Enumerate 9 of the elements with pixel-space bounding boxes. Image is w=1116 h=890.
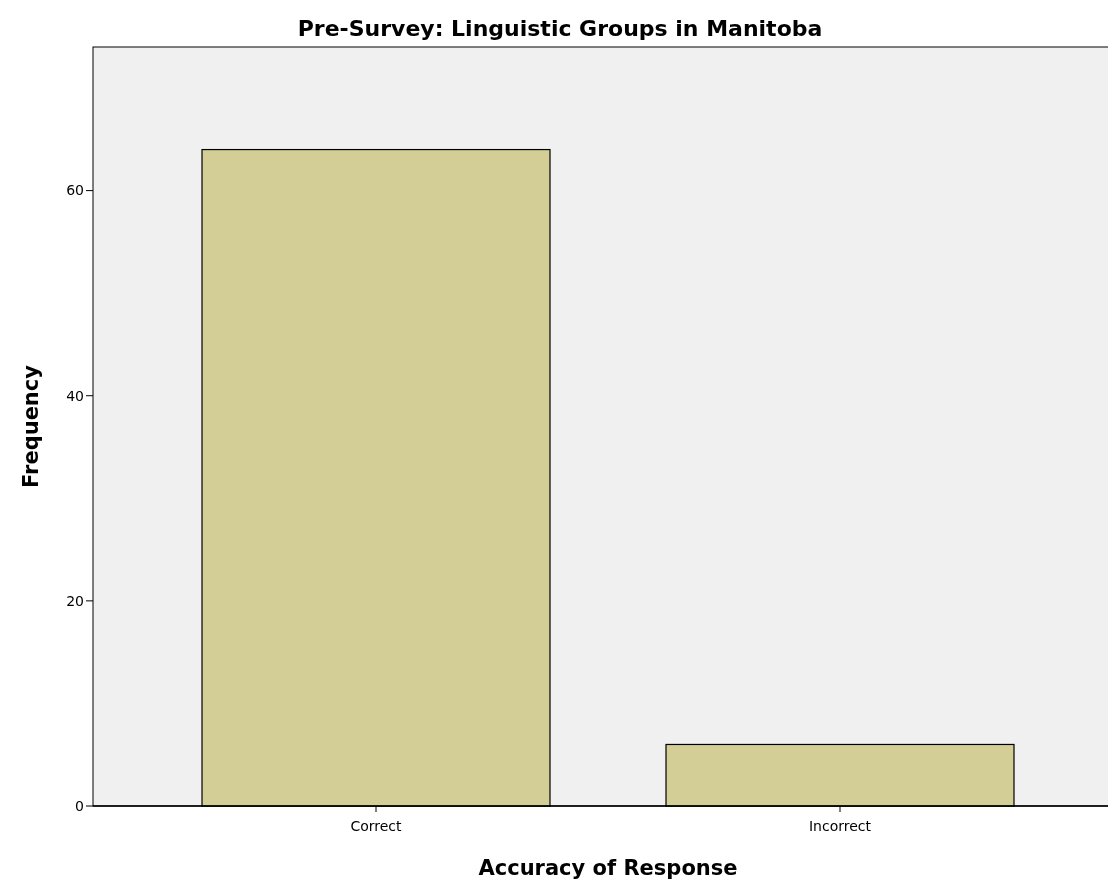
y-tick-label: 0 [75,797,84,814]
y-tick-label: 60 [66,182,84,199]
y-axis-title: Frequency [19,364,43,488]
chart-title: Pre-Survey: Linguistic Groups in Manitoba [297,16,823,41]
y-tick-label: 20 [66,592,84,609]
x-axis-title: Accuracy of Response [478,855,738,880]
x-tick-label: Incorrect [808,818,872,834]
y-tick-label: 40 [66,387,84,404]
x-tick-label: Correct [350,818,403,834]
